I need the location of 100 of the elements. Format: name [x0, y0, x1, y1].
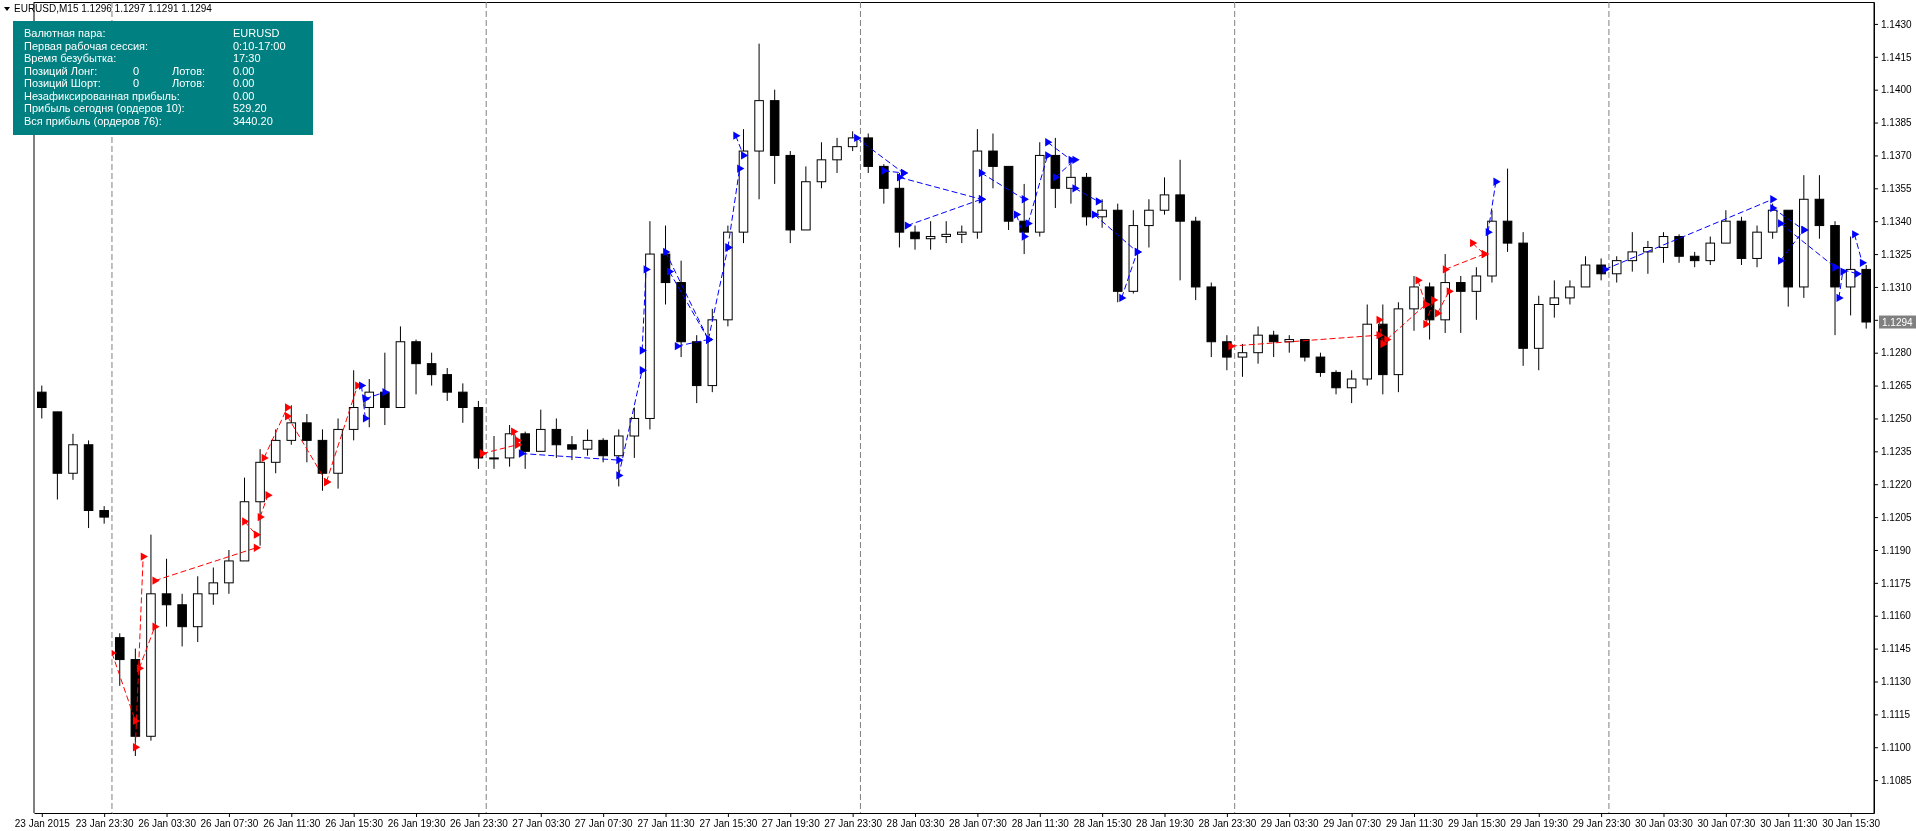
- x-tick-label: 27 Jan 11:30: [637, 818, 695, 830]
- point: [132, 743, 141, 752]
- x-tick-label: 26 Jan 03:30: [138, 818, 197, 830]
- candlestick: [925, 220, 936, 251]
- x-tick-label: 23 Jan 2015: [14, 818, 71, 830]
- y-tick-label: 1.1220: [1881, 478, 1913, 490]
- y-tick-label: 1.1085: [1881, 774, 1913, 786]
- text: Позиций Лонг: 0 Лотов: 0.00: [24, 64, 255, 77]
- candlestick: [1455, 275, 1466, 334]
- y-tick-label: 1.1175: [1881, 577, 1912, 589]
- x-tick-label: 23 Jan 23:30: [75, 818, 135, 830]
- point: [257, 512, 265, 522]
- candlestick: [1705, 236, 1716, 266]
- x-tick-label: 27 Jan 03:30: [512, 818, 571, 830]
- x-tick-label: 29 Jan 07:30: [1323, 818, 1382, 830]
- x-tick-label: 28 Jan 07:30: [948, 818, 1008, 830]
- candlestick: [1144, 198, 1154, 248]
- candlestick: [489, 435, 499, 470]
- text: Время безубытка: 17:30: [24, 52, 261, 64]
- x-tick-label: 28 Jan 11:30: [1011, 818, 1070, 830]
- candlestick: [286, 404, 297, 446]
- candlestick: [816, 141, 827, 189]
- y-tick-label: 1.1160: [1881, 610, 1912, 622]
- y-tick-label: 1.1340: [1881, 215, 1913, 227]
- candlestick: [1565, 279, 1575, 305]
- candlestick: [629, 407, 640, 459]
- candlestick: [1502, 168, 1513, 253]
- candlestick: [1315, 352, 1326, 378]
- y-tick-label: 1.1415: [1881, 51, 1913, 63]
- x-tick-label: 30 Jan 11:30: [1760, 818, 1818, 830]
- y-tick-label: 1.1145: [1881, 643, 1912, 655]
- candlestick: [1643, 240, 1653, 275]
- candlestick: [161, 558, 172, 628]
- candlestick: [1674, 233, 1684, 264]
- y-tick-label: 1.1265: [1881, 380, 1913, 392]
- x-tick-label: 27 Jan 07:30: [574, 818, 633, 830]
- candlestick: [442, 367, 453, 402]
- point: [152, 576, 160, 585]
- point: [253, 543, 262, 552]
- point: [261, 453, 269, 463]
- point: [132, 716, 141, 726]
- y-tick-label: 1.1355: [1881, 183, 1913, 195]
- candlestick: [567, 435, 577, 461]
- point: [479, 449, 488, 458]
- candlestick: [270, 428, 281, 474]
- candlestick: [380, 352, 390, 426]
- x-tick-label: 27 Jan 19:30: [761, 818, 821, 830]
- y-tick-label: 1.1400: [1881, 84, 1913, 96]
- y-tick-label: 1.1235: [1881, 446, 1913, 458]
- candlestick: [1611, 255, 1622, 284]
- x-tick-label: 28 Jan 19:30: [1136, 818, 1195, 830]
- candlestick: [1549, 279, 1560, 319]
- candlestick: [910, 225, 920, 251]
- x-tick-label: 26 Jan 07:30: [200, 818, 259, 830]
- candlestick: [988, 133, 998, 189]
- point: [511, 427, 519, 436]
- x-tick-label: 26 Jan 23:30: [449, 818, 509, 830]
- point: [152, 622, 160, 631]
- candlestick: [426, 352, 437, 387]
- y-tick-label: 1.1430: [1881, 18, 1913, 30]
- chart-title: EURUSD,M15 1.1296 1.1297 1.1291 1.1294: [14, 3, 213, 14]
- x-tick-label: 27 Jan 23:30: [824, 818, 883, 830]
- point: [1380, 339, 1388, 349]
- text: Валютная пара: EURUSD: [24, 27, 280, 39]
- candlestick: [551, 417, 562, 459]
- candlestick: [1471, 266, 1482, 321]
- candlestick: [411, 339, 421, 395]
- candlestick: [1331, 369, 1341, 395]
- x-tick-label: 29 Jan 23:30: [1572, 818, 1631, 830]
- point: [136, 664, 145, 673]
- y-tick-label: 1.1250: [1881, 413, 1913, 425]
- candlestick: [832, 137, 842, 174]
- y-tick-label: 1.1280: [1881, 347, 1913, 359]
- point: [140, 552, 148, 561]
- y-tick-label: 1.1370: [1881, 150, 1913, 162]
- y-tick-label: 1.1190: [1881, 544, 1912, 556]
- candlestick: [302, 413, 312, 463]
- candlestick: [1300, 339, 1310, 362]
- point: [1434, 309, 1443, 318]
- point: [1228, 341, 1236, 351]
- x-tick-label: 30 Jan 15:30: [1822, 818, 1881, 830]
- x-tick-label: 29 Jan 03:30: [1260, 818, 1320, 830]
- point: [284, 403, 293, 412]
- text: Прибыль сегодня (ордеров 10): 529.20: [24, 102, 267, 114]
- candlestick: [224, 549, 234, 595]
- candlestick: [1237, 343, 1248, 378]
- y-tick-label: 1.1385: [1881, 117, 1913, 129]
- y-tick-label: 1.1100: [1881, 741, 1912, 753]
- text: Вся прибыль (ордеров 76): 3440.20: [24, 114, 273, 127]
- candlestick: [598, 437, 608, 463]
- point: [1415, 276, 1423, 285]
- y-tick-label: 1.1130: [1881, 676, 1912, 688]
- candlestick: [1627, 231, 1638, 273]
- x-tick-label: 28 Jan 03:30: [886, 818, 945, 830]
- x-tick-label: 29 Jan 11:30: [1385, 818, 1444, 830]
- text: Позиций Шорт: 0 Лотов: 0.00: [24, 77, 255, 89]
- candlestick: [1580, 255, 1591, 288]
- y-tick-label: 1.1325: [1881, 248, 1913, 260]
- candlestick: [458, 382, 468, 424]
- point: [1470, 238, 1478, 248]
